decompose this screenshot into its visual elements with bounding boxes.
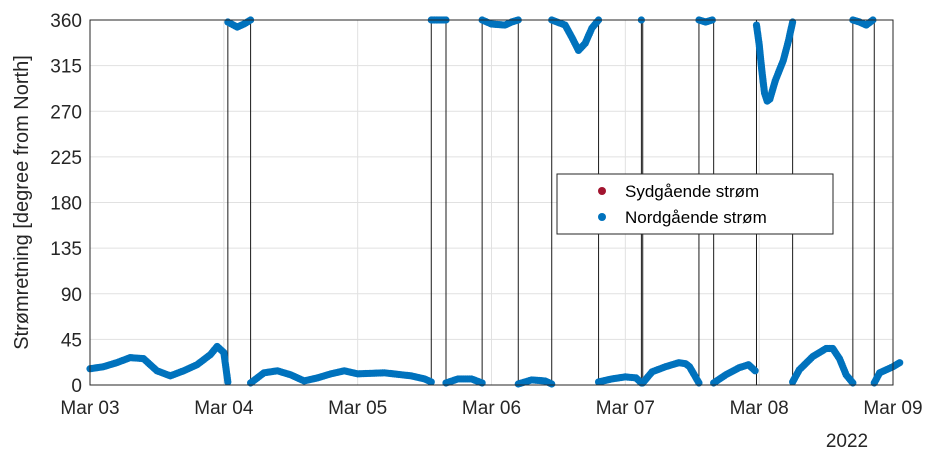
x-tick-label: Mar 05 <box>328 398 387 419</box>
legend-label-nordgaende: Nordgående strøm <box>625 208 767 227</box>
y-tick-label: 360 <box>50 11 82 32</box>
x-tick-labels: Mar 03 Mar 04 Mar 05 Mar 06 Mar 07 Mar 08 Mar … <box>60 398 922 419</box>
data-point-nordgaende <box>548 380 556 388</box>
data-point-nordgaende <box>751 367 759 375</box>
y-tick-label: 135 <box>50 239 82 260</box>
data-point-nordgaende <box>427 378 435 386</box>
x-year-label: 2022 <box>826 431 868 452</box>
data-point-nordgaende <box>896 359 904 367</box>
x-tick-label: Mar 08 <box>730 398 789 419</box>
y-tick-label: 225 <box>50 148 82 169</box>
x-tick-label: Mar 06 <box>462 398 521 419</box>
legend-box <box>556 173 834 235</box>
data-point-nordgaende <box>224 378 232 386</box>
y-tick-label: 45 <box>61 330 82 351</box>
x-tick-label: Mar 09 <box>863 398 922 419</box>
legend-marker-nordgaende <box>598 213 606 221</box>
x-tick-label: Mar 04 <box>194 398 254 419</box>
y-tick-label: 270 <box>50 102 82 123</box>
legend-marker-sydgaende <box>598 187 606 195</box>
y-tick-labels: 0 45 90 135 180 225 270 315 360 <box>50 11 82 397</box>
legend-label-sydgaende: Sydgående strøm <box>625 182 759 201</box>
y-tick-label: 90 <box>61 285 82 306</box>
x-tick-label: Mar 03 <box>60 398 119 419</box>
x-tick-label: Mar 07 <box>596 398 655 419</box>
y-tick-label: 0 <box>71 376 82 397</box>
y-tick-label: 315 <box>50 57 82 78</box>
y-axis-title: Strømretning [degree from North] <box>11 55 33 350</box>
y-tick-label: 180 <box>50 194 82 215</box>
plot-frame <box>89 19 894 386</box>
legend: Sydgående strøm Nordgående strøm <box>556 173 834 235</box>
